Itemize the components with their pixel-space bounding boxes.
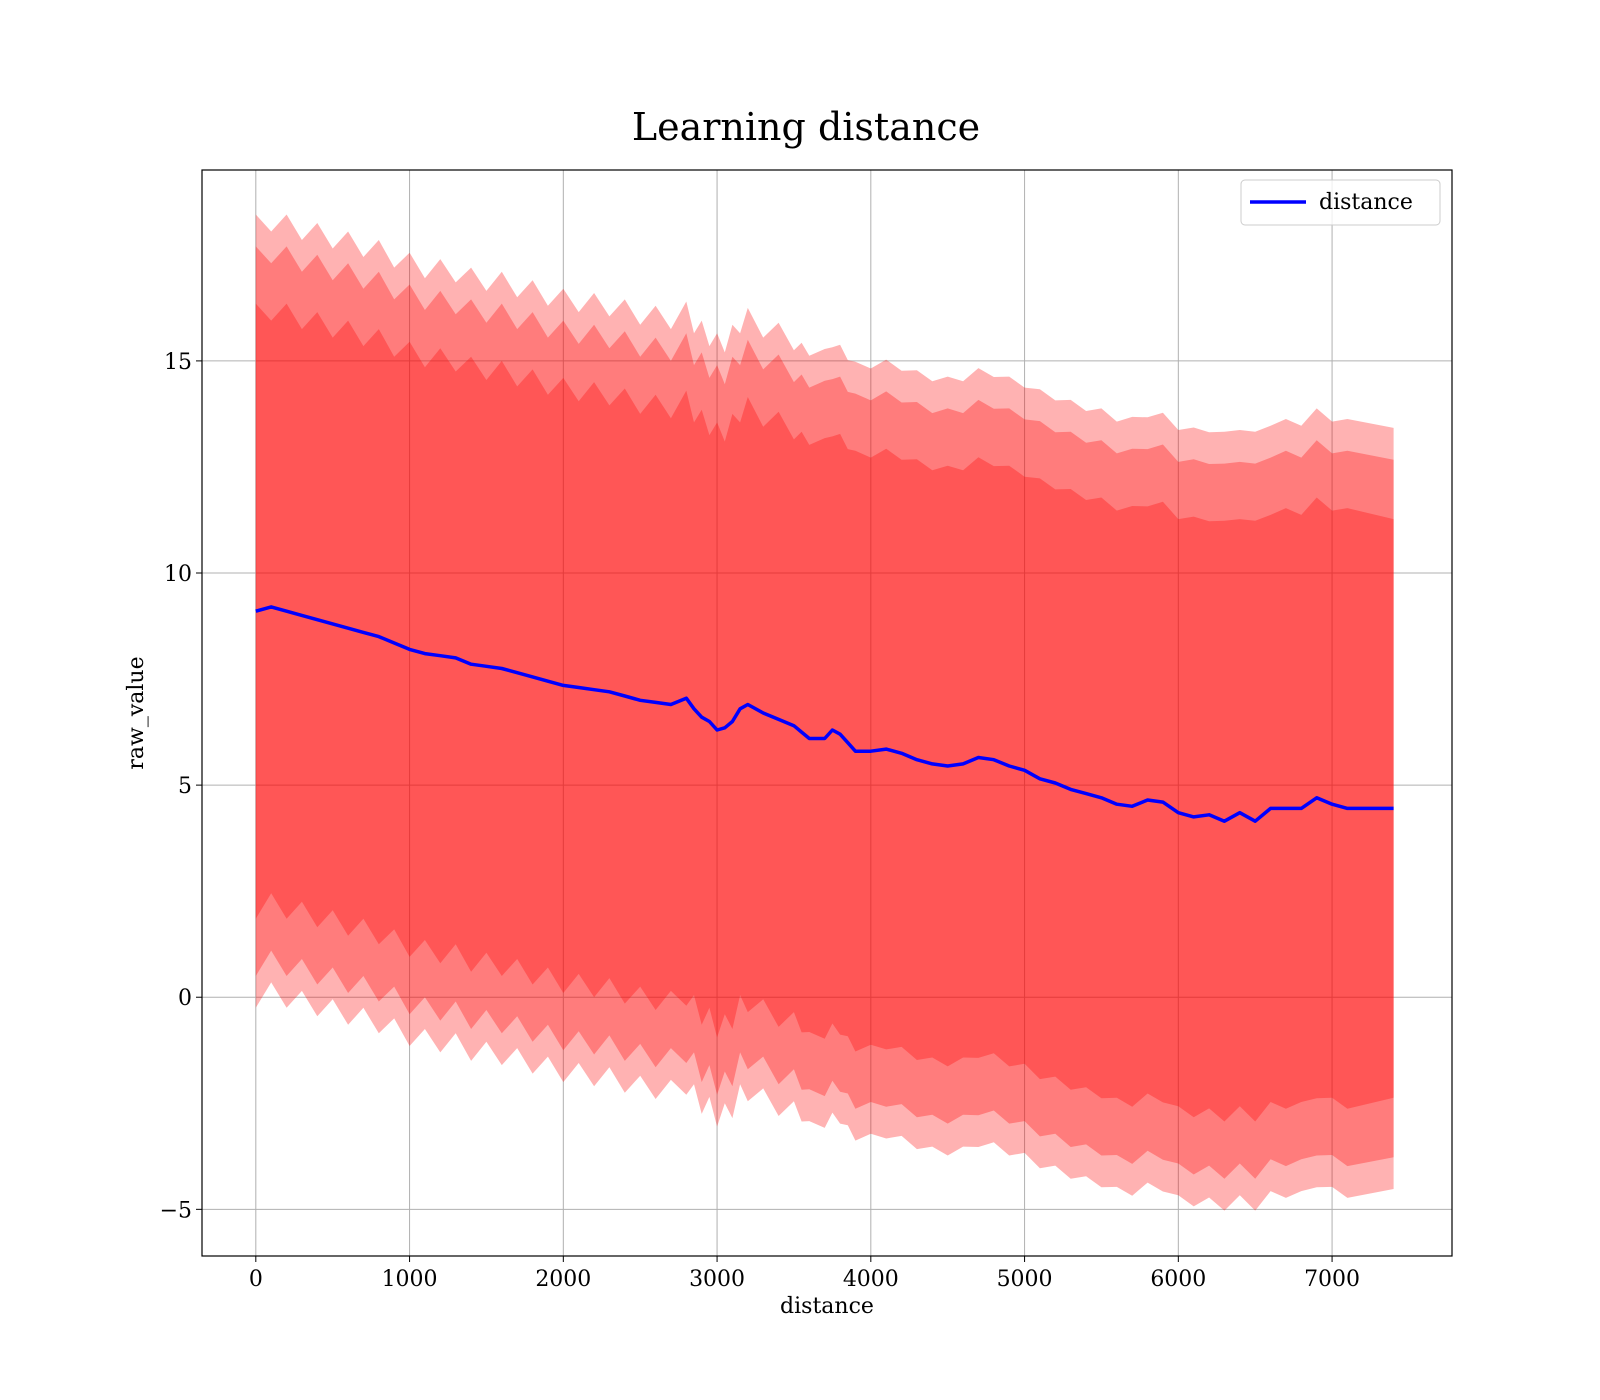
confidence-band-1 [255, 303, 1394, 1122]
y-axis-label: raw_value [124, 656, 149, 769]
x-tick-label: 1000 [382, 1267, 438, 1292]
y-tick-label: −5 [160, 1198, 192, 1223]
x-tick-label: 0 [249, 1267, 263, 1292]
x-tick-label: 2000 [535, 1267, 591, 1292]
legend-box [1240, 179, 1441, 226]
y-tick-label: 5 [178, 774, 192, 799]
chart-title: Learning distance [632, 105, 980, 149]
plot-frame [201, 169, 1453, 1257]
x-ticks: 0 1000 2000 3000 4000 5000 6000 7000 [249, 1256, 1360, 1292]
legend: distance [1240, 179, 1441, 226]
x-tick-label: 6000 [1150, 1267, 1206, 1292]
confidence-bands [255, 214, 1394, 1211]
y-tick-label: 0 [178, 986, 192, 1011]
grid [202, 170, 1452, 1256]
series-line-distance [255, 605, 1394, 823]
x-tick-label: 7000 [1304, 1267, 1360, 1292]
plot-area: 0 1000 2000 3000 4000 5000 6000 7000 −5 0 5 10 15 [160, 169, 1453, 1292]
x-tick-label: 5000 [997, 1267, 1053, 1292]
legend-label-distance: distance [1319, 190, 1413, 215]
confidence-band-3 [255, 214, 1394, 1211]
y-tick-label: 10 [164, 562, 192, 587]
x-tick-label: 3000 [689, 1267, 745, 1292]
x-tick-label: 4000 [843, 1267, 899, 1292]
plot-background [202, 170, 1452, 1256]
confidence-band-2 [255, 246, 1394, 1179]
y-tick-label: 15 [164, 350, 192, 375]
series-lines [255, 605, 1394, 823]
x-axis-label: distance [780, 1294, 874, 1319]
y-ticks: −5 0 5 10 15 [160, 350, 202, 1223]
